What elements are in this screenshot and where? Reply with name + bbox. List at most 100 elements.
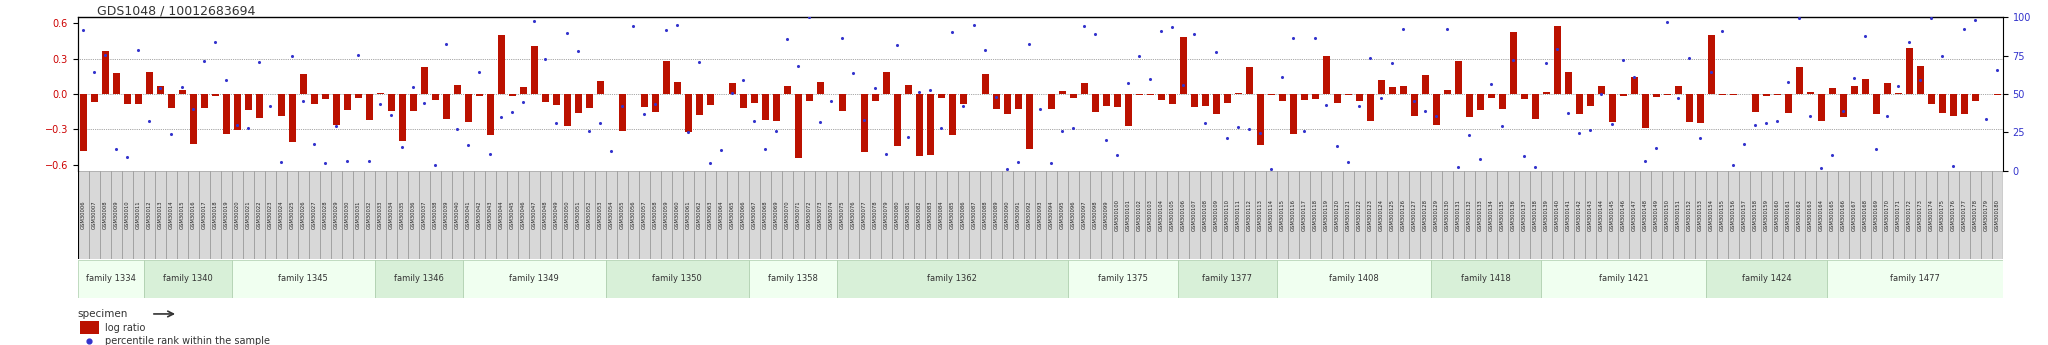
Bar bbox=[508, 171, 518, 259]
Point bbox=[1761, 118, 1794, 124]
Bar bbox=[78, 171, 88, 259]
Bar bbox=[1796, 67, 1802, 94]
Bar bbox=[1464, 171, 1475, 259]
Bar bbox=[793, 171, 803, 259]
Text: GSM300180: GSM300180 bbox=[1995, 199, 2001, 231]
Point bbox=[1102, 152, 1135, 158]
Point bbox=[881, 43, 913, 48]
Point bbox=[1794, 114, 1827, 119]
Text: GSM30091: GSM30091 bbox=[1016, 200, 1020, 229]
Text: GSM300171: GSM300171 bbox=[1896, 199, 1901, 231]
Point bbox=[1298, 35, 1331, 40]
Point bbox=[1892, 39, 1925, 45]
Text: GSM300135: GSM300135 bbox=[1499, 199, 1505, 231]
Bar bbox=[1280, 94, 1286, 101]
Bar bbox=[971, 93, 977, 94]
Text: GSM300159: GSM300159 bbox=[1763, 199, 1769, 231]
Bar bbox=[1169, 94, 1176, 104]
Bar bbox=[1122, 171, 1135, 259]
Bar bbox=[309, 171, 319, 259]
Bar bbox=[1057, 171, 1067, 259]
Bar bbox=[158, 86, 164, 94]
Bar bbox=[1268, 94, 1274, 95]
Point bbox=[1530, 60, 1563, 66]
Point bbox=[672, 129, 705, 135]
Bar bbox=[1874, 94, 1880, 115]
Text: GSM300124: GSM300124 bbox=[1378, 199, 1384, 231]
Bar bbox=[1104, 94, 1110, 106]
Bar bbox=[319, 171, 330, 259]
Bar bbox=[991, 171, 1001, 259]
Bar bbox=[584, 171, 594, 259]
Point bbox=[518, 18, 551, 23]
Bar bbox=[881, 171, 891, 259]
Bar bbox=[541, 171, 551, 259]
Bar bbox=[1356, 94, 1362, 100]
Bar bbox=[543, 94, 549, 102]
Bar bbox=[1092, 94, 1098, 112]
Point bbox=[1079, 31, 1112, 36]
Text: family 1421: family 1421 bbox=[1599, 274, 1649, 283]
Text: GSM300152: GSM300152 bbox=[1688, 199, 1692, 231]
Bar bbox=[1192, 94, 1198, 107]
Text: GSM30008: GSM30008 bbox=[102, 200, 109, 229]
Bar bbox=[1939, 94, 1946, 113]
Text: GSM300144: GSM300144 bbox=[1599, 199, 1604, 231]
Bar bbox=[1794, 171, 1804, 259]
Point bbox=[508, 100, 541, 105]
Bar bbox=[1817, 171, 1827, 259]
Bar bbox=[90, 94, 98, 102]
Text: GSM30023: GSM30023 bbox=[268, 200, 272, 229]
Bar bbox=[1190, 171, 1200, 259]
Bar bbox=[297, 171, 309, 259]
Text: GSM300125: GSM300125 bbox=[1391, 199, 1395, 231]
Text: GSM30020: GSM30020 bbox=[236, 200, 240, 229]
Text: GSM300161: GSM300161 bbox=[1786, 199, 1790, 231]
Point bbox=[1595, 121, 1628, 127]
Bar bbox=[113, 73, 119, 94]
Bar bbox=[1630, 77, 1638, 94]
Text: GSM300129: GSM300129 bbox=[1434, 199, 1440, 231]
Point bbox=[463, 69, 496, 75]
Text: GSM300102: GSM300102 bbox=[1137, 199, 1143, 231]
Bar bbox=[1243, 171, 1255, 259]
Bar bbox=[1716, 171, 1729, 259]
Bar bbox=[289, 94, 295, 141]
Bar bbox=[1475, 171, 1485, 259]
Point bbox=[156, 131, 188, 137]
Bar bbox=[1180, 37, 1186, 94]
Text: GSM30059: GSM30059 bbox=[664, 200, 670, 229]
Bar bbox=[1530, 171, 1540, 259]
Bar bbox=[1540, 259, 1706, 298]
Bar bbox=[1016, 94, 1022, 109]
Point bbox=[375, 112, 408, 118]
Point bbox=[211, 78, 244, 83]
Bar bbox=[1210, 171, 1223, 259]
Text: GSM30085: GSM30085 bbox=[950, 200, 954, 229]
Point bbox=[903, 89, 936, 95]
Bar bbox=[1587, 94, 1593, 106]
Text: GSM300105: GSM300105 bbox=[1169, 199, 1176, 231]
Bar bbox=[782, 171, 793, 259]
Point bbox=[1772, 79, 1804, 85]
Point bbox=[1872, 114, 1905, 119]
Bar bbox=[1554, 26, 1561, 94]
Point bbox=[319, 123, 352, 129]
Point bbox=[1497, 58, 1530, 63]
Bar bbox=[1753, 94, 1759, 112]
Text: GSM30082: GSM30082 bbox=[918, 200, 922, 229]
Bar bbox=[817, 82, 823, 94]
Text: GSM30043: GSM30043 bbox=[487, 200, 494, 229]
Point bbox=[1024, 106, 1057, 111]
Bar bbox=[969, 171, 979, 259]
Bar bbox=[784, 86, 791, 94]
Point bbox=[1915, 15, 1948, 21]
Bar bbox=[1837, 171, 1849, 259]
Bar bbox=[244, 171, 254, 259]
Bar bbox=[231, 171, 244, 259]
Text: family 1340: family 1340 bbox=[164, 274, 213, 283]
Text: GSM30041: GSM30041 bbox=[465, 200, 471, 229]
Bar bbox=[311, 94, 317, 104]
Point bbox=[946, 104, 979, 109]
Bar bbox=[926, 171, 936, 259]
